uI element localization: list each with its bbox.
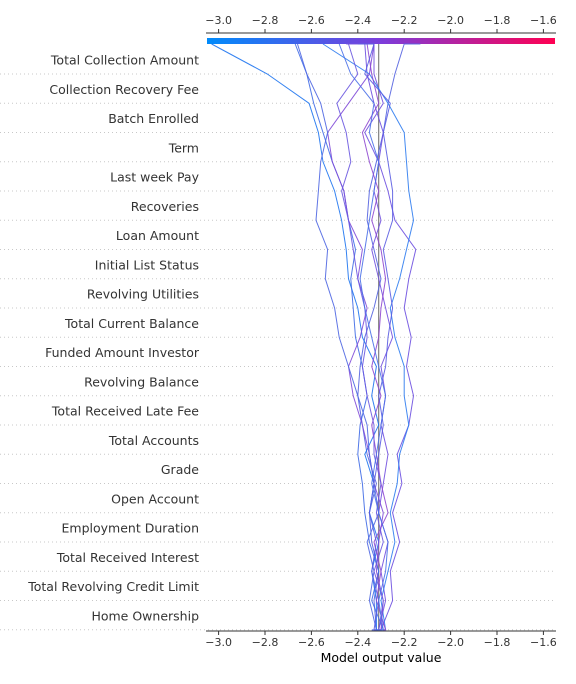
feature-label: Funded Amount Investor bbox=[45, 345, 200, 360]
tick-label: −1.6 bbox=[530, 14, 557, 27]
bottom-axis: −3.0 −2.8 −2.6 −2.4 −2.2 −2.0 −1.8 −1.6 bbox=[205, 630, 557, 649]
feature-label: Total Received Late Fee bbox=[51, 404, 199, 419]
feature-label: Grade bbox=[161, 462, 199, 477]
x-axis-label: Model output value bbox=[321, 650, 442, 665]
decision-line bbox=[336, 43, 384, 631]
tick-label: −1.8 bbox=[484, 14, 511, 27]
decision-line bbox=[357, 43, 389, 631]
decision-line bbox=[357, 43, 394, 631]
tick-label: −1.8 bbox=[484, 636, 511, 649]
decision-line bbox=[322, 43, 415, 631]
tick-label: −2.6 bbox=[298, 14, 325, 27]
tick-label: −2.4 bbox=[344, 636, 371, 649]
tick-label: −2.0 bbox=[437, 636, 464, 649]
decision-line bbox=[297, 43, 380, 631]
tick-label: −2.2 bbox=[391, 636, 418, 649]
feature-label: Recoveries bbox=[131, 199, 199, 214]
feature-label: Total Received Interest bbox=[56, 550, 199, 565]
feature-label: Employment Duration bbox=[62, 521, 199, 536]
feature-label: Total Current Balance bbox=[64, 316, 199, 331]
feature-label: Batch Enrolled bbox=[108, 111, 199, 126]
feature-label: Open Account bbox=[111, 491, 199, 506]
tick-label: −2.8 bbox=[252, 636, 279, 649]
feature-label: Collection Recovery Fee bbox=[49, 82, 199, 97]
tick-label: −3.0 bbox=[205, 14, 232, 27]
tick-label: −2.4 bbox=[344, 14, 371, 27]
feature-label: Revolving Balance bbox=[84, 374, 199, 389]
feature-label: Revolving Utilities bbox=[87, 287, 199, 302]
feature-label: Initial List Status bbox=[95, 257, 199, 272]
decision-line bbox=[211, 43, 380, 631]
feature-labels: Total Collection Amount Collection Recove… bbox=[27, 53, 200, 624]
tick-label: −2.8 bbox=[252, 14, 279, 27]
decision-line bbox=[357, 43, 421, 631]
tick-label: −2.6 bbox=[298, 636, 325, 649]
decision-line bbox=[327, 43, 384, 631]
feature-label: Total Accounts bbox=[108, 433, 199, 448]
feature-label: Home Ownership bbox=[91, 608, 199, 623]
colorbar bbox=[207, 38, 555, 44]
decision-line bbox=[362, 43, 417, 631]
feature-label: Loan Amount bbox=[116, 228, 199, 243]
tick-label: −2.2 bbox=[391, 14, 418, 27]
tick-label: −1.6 bbox=[530, 636, 557, 649]
series-layer bbox=[211, 43, 421, 631]
feature-label: Total Collection Amount bbox=[50, 53, 199, 68]
tick-label: −2.0 bbox=[437, 14, 464, 27]
top-axis: −3.0 −2.8 −2.6 −2.4 −2.2 −2.0 −1.8 −1.6 bbox=[205, 14, 557, 34]
feature-label: Last week Pay bbox=[110, 170, 199, 185]
feature-label: Term bbox=[168, 140, 199, 155]
feature-label: Total Revolving Credit Limit bbox=[27, 579, 199, 594]
decision-line bbox=[338, 43, 389, 631]
gridlines bbox=[0, 73, 555, 631]
tick-label: −3.0 bbox=[205, 636, 232, 649]
